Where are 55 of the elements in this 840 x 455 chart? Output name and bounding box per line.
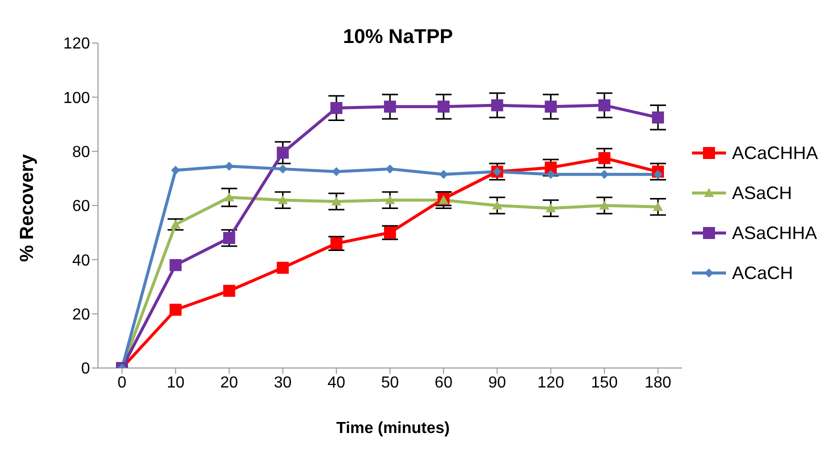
point (276, 262, 289, 274)
legend-label: ACaCHHA (732, 142, 818, 164)
point (170, 304, 182, 316)
x-tick-label: 0 (118, 374, 127, 392)
point (224, 192, 234, 202)
point (438, 100, 450, 113)
y-tick-label: 80 (72, 144, 90, 162)
point (652, 111, 664, 124)
point (278, 195, 288, 204)
point (544, 100, 557, 113)
point (276, 146, 289, 159)
point (492, 200, 502, 210)
legend-label: ASaCH (732, 182, 792, 204)
point (170, 259, 182, 272)
x-tick-label: 60 (434, 374, 453, 392)
x-tick-label: 50 (381, 374, 399, 392)
x-tick-label: 150 (591, 374, 618, 392)
chart-title: 10% NaTPP (342, 26, 454, 49)
point (384, 226, 396, 239)
legend-label: ASaCHHA (732, 222, 817, 244)
x-tick-label: 30 (274, 374, 292, 392)
point (223, 232, 236, 244)
y-tick-label: 100 (63, 90, 90, 107)
point (330, 237, 342, 250)
point (438, 195, 449, 204)
y-tick-label: 40 (72, 252, 90, 270)
y-tick-label: 0 (81, 360, 90, 378)
point (598, 99, 610, 112)
point (544, 162, 557, 174)
point (653, 170, 662, 179)
point (546, 203, 556, 212)
point (223, 284, 236, 297)
x-tick-label: 90 (488, 374, 506, 392)
point (330, 102, 342, 114)
y-tick-label: 20 (72, 306, 90, 324)
x-tick-label: 20 (220, 374, 238, 392)
legend-label: ACaCH (732, 262, 793, 284)
point (384, 195, 395, 204)
x-tick-label: 120 (537, 374, 564, 392)
point (652, 202, 663, 211)
x-axis-title: Time (minutes) (335, 420, 451, 438)
x-tick-label: 10 (166, 374, 185, 392)
point (599, 200, 610, 210)
y-tick-label: 120 (63, 36, 90, 53)
point (384, 100, 396, 113)
point (170, 219, 181, 228)
x-tick-label: 180 (644, 374, 672, 392)
point (598, 152, 610, 164)
y-tick-label: 60 (72, 198, 90, 216)
x-tick-label: 40 (327, 374, 346, 392)
point (278, 164, 288, 174)
y-axis-title: % Recovery (17, 154, 39, 262)
point (546, 170, 556, 179)
point (491, 99, 504, 112)
point (331, 196, 342, 206)
